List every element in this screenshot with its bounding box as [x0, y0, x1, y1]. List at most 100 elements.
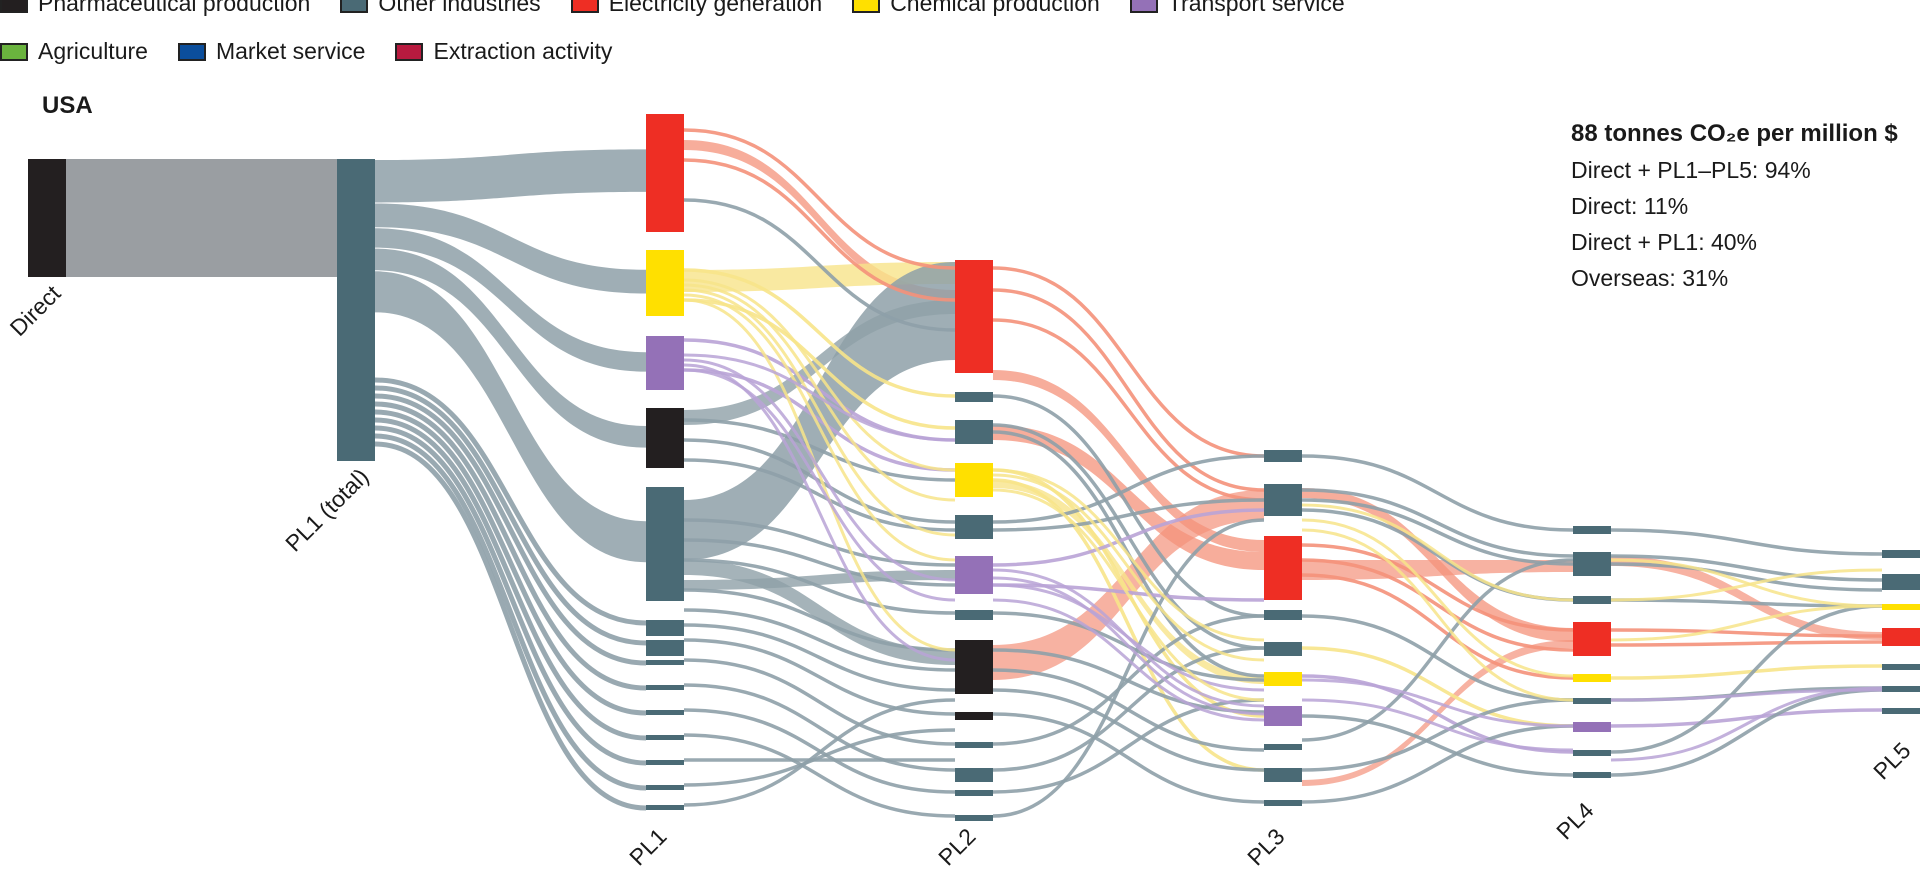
sankey-flow-thin	[683, 293, 956, 562]
legend-swatch	[177, 42, 206, 61]
sankey-flow-thin	[683, 368, 956, 602]
node-pl5	[1882, 628, 1920, 646]
node-pl1	[646, 250, 684, 316]
legend-item: Market service	[177, 38, 366, 65]
sankey-flow-thin	[683, 353, 956, 442]
sankey-flow-thin	[992, 266, 1265, 458]
flow-pl1-total-to-pl1	[375, 203, 646, 294]
sankey-flow-thin	[683, 458, 956, 532]
sankey-flow-thin	[683, 518, 956, 567]
legend-label: Other industries	[378, 0, 541, 16]
sankey-flow-thin	[1610, 628, 1883, 638]
legend-item: Transport service	[1129, 0, 1345, 17]
sankey-flow-thin	[992, 288, 1265, 492]
stage-label-pl5: PL5	[1868, 737, 1915, 784]
legend-item: Agriculture	[0, 38, 148, 65]
sankey-flow-thin	[1301, 528, 1574, 702]
sankey-flow-thin	[1610, 708, 1883, 728]
sankey-flow-thin	[1301, 714, 1574, 777]
sankey-flow-thin	[374, 417, 647, 741]
node-pl3	[1264, 800, 1302, 806]
sankey-flow-thin	[1610, 598, 1883, 608]
legend-label: Agriculture	[38, 38, 148, 64]
node-pl1	[646, 336, 684, 390]
stage-label-pl2: PL2	[933, 823, 980, 870]
sankey-flow-thin	[1610, 688, 1883, 777]
node-pl2-minor	[955, 742, 993, 748]
legend-label: Electricity generation	[608, 0, 823, 16]
sankey-flow-thin	[683, 158, 956, 302]
legend-row-1: Pharmaceutical production Other industrie…	[0, 0, 1375, 17]
legend: Pharmaceutical production Other industrie…	[0, 0, 1920, 80]
node-pl1-minor	[646, 640, 684, 656]
flow-electricity	[1611, 556, 1882, 640]
sankey-flow-thin	[1610, 640, 1883, 647]
sankey-flow-thin	[1301, 503, 1574, 602]
node-pl3	[1264, 672, 1302, 686]
sankey-flow-thin	[683, 298, 956, 652]
node-pl1	[646, 408, 684, 468]
legend-label: Chemical production	[890, 0, 1100, 16]
sankey-flow-thin	[683, 638, 956, 716]
legend-swatch	[395, 42, 424, 61]
sankey-flow-thin	[374, 385, 647, 646]
node-pl2-minor	[955, 790, 993, 796]
node-pl3	[1264, 768, 1302, 782]
legend-swatch	[0, 0, 28, 13]
sankey-flow-thin	[992, 598, 1265, 722]
sankey-flow-thin	[992, 688, 1265, 772]
node-pl1-minor	[646, 710, 684, 715]
node-pl5	[1882, 550, 1920, 558]
sankey-flow-thin	[1610, 664, 1883, 680]
flow-electricity	[684, 140, 955, 300]
sankey-flow-thin	[992, 583, 1265, 692]
node-pl4	[1573, 526, 1611, 534]
node-pl4	[1573, 722, 1611, 732]
flow-electricity	[993, 370, 1264, 552]
node-pl3	[1264, 450, 1302, 462]
node-pl1-minor	[646, 685, 684, 690]
node-pl5	[1882, 574, 1920, 590]
stats-line: Direct + PL1: 40%	[1571, 229, 1758, 255]
sankey-flow-thin	[683, 683, 956, 772]
node-pl1	[646, 114, 684, 232]
node-pl2-minor	[955, 768, 993, 782]
legend-item: Electricity generation	[570, 0, 823, 17]
sankey-flow-thin	[992, 473, 1265, 662]
sankey-flow-thin	[683, 538, 956, 587]
sankey-flow-thin	[683, 658, 956, 746]
sankey-flow-thin	[992, 508, 1265, 567]
sankey-flow-thin	[992, 498, 1265, 532]
sankey-flow-thin	[992, 488, 1265, 702]
sankey-flow-thin	[992, 394, 1265, 618]
sankey-flow-thin	[683, 733, 956, 818]
node-pl5	[1882, 664, 1920, 670]
sankey-flow-thin	[992, 646, 1265, 772]
sankey-flow-thin	[992, 614, 1265, 746]
node-pl2	[955, 712, 993, 720]
sankey-flow-thin	[992, 518, 1265, 818]
flow-pl1-total-to-pl1	[375, 149, 646, 203]
node-pl1-minor	[646, 760, 684, 765]
node-pl2	[955, 463, 993, 497]
sankey-flow-thin	[992, 478, 1265, 772]
sankey-flow-thin	[992, 576, 1265, 716]
stats-line: Direct + PL1–PL5: 94%	[1571, 157, 1811, 183]
legend-label: Market service	[215, 38, 366, 64]
node-pl4	[1573, 750, 1611, 756]
sankey-flow-thin	[683, 278, 956, 472]
sankey-flow-thin	[1610, 686, 1883, 762]
flow-other	[684, 560, 955, 665]
node-pl2-minor	[955, 815, 993, 821]
node-pl4	[1573, 596, 1611, 604]
sankey-flow-thin	[374, 441, 647, 811]
legend-row-2: Agriculture Market service Extraction acti…	[0, 38, 642, 65]
node-pl3	[1264, 642, 1302, 656]
node-pl2	[955, 556, 993, 594]
sankey-flow-thin	[683, 698, 956, 807]
sankey-flow-thin	[1301, 488, 1574, 558]
sankey-flow-thin	[683, 438, 956, 524]
sankey-flow-thin	[683, 358, 956, 582]
legend-label: Transport service	[1167, 0, 1345, 16]
flow-pl1-total-to-pl1	[375, 228, 646, 372]
